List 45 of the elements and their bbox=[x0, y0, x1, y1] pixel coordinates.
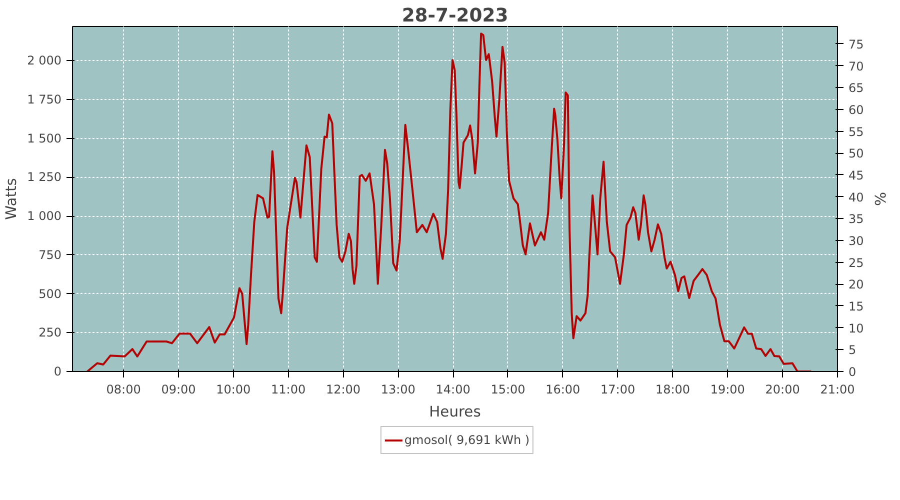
x-tick-label: 20:00 bbox=[765, 382, 800, 396]
y2-tick-label: 20 bbox=[848, 278, 864, 292]
x-tick-label: 11:00 bbox=[271, 382, 306, 396]
y2-tick-label: 45 bbox=[848, 168, 864, 182]
y2-tick-label: 75 bbox=[848, 37, 864, 52]
chart-title: 28-7-2023 bbox=[402, 6, 508, 26]
y2-tick-label: 0 bbox=[848, 365, 856, 379]
legend-label: gmosol( 9,691 kWh ) bbox=[404, 433, 530, 447]
line-series bbox=[86, 32, 812, 372]
x-tick-label: 09:00 bbox=[161, 382, 196, 396]
x-tick-label: 18:00 bbox=[655, 382, 690, 396]
x-axis-title: Heures bbox=[429, 404, 481, 420]
y-tick-label: 1 500 bbox=[27, 131, 62, 146]
x-tick-label: 14:00 bbox=[436, 382, 470, 396]
y2-tick-label: 5 bbox=[848, 343, 856, 358]
y2-tick-label: 60 bbox=[848, 102, 864, 117]
x-tick-label: 21:00 bbox=[820, 382, 855, 396]
x-tick-label: 08:00 bbox=[106, 382, 141, 396]
y-tick-label: 0 bbox=[54, 364, 62, 378]
y2-tick-label: 65 bbox=[848, 81, 864, 96]
y2-tick-label: 15 bbox=[848, 299, 864, 314]
y2-tick-label: 10 bbox=[848, 321, 864, 336]
y2-tick-label: 35 bbox=[848, 212, 864, 226]
x-tick-label: 10:00 bbox=[216, 382, 251, 396]
y2-tick-label: 50 bbox=[848, 146, 864, 161]
x-tick-label: 15:00 bbox=[490, 382, 526, 396]
y2-tick-label: 25 bbox=[848, 256, 864, 270]
x-tick-label: 17:00 bbox=[600, 382, 636, 396]
x-tick-label: 19:00 bbox=[710, 382, 745, 396]
y-tick-label: 2 000 bbox=[27, 54, 62, 68]
y-tick-label: 1 750 bbox=[27, 92, 62, 107]
y2-tick-label: 40 bbox=[848, 190, 864, 204]
y-tick-label: 1 000 bbox=[27, 209, 62, 224]
y2-tick-label: 55 bbox=[848, 124, 864, 139]
y2-axis-title: % bbox=[870, 192, 888, 206]
y-tick-label: 750 bbox=[38, 248, 62, 262]
y-tick-label: 1 250 bbox=[27, 170, 62, 184]
y2-tick-label: 30 bbox=[848, 234, 864, 248]
x-tick-label: 16:00 bbox=[546, 382, 580, 396]
y-tick-label: 500 bbox=[38, 286, 62, 301]
x-tick-label: 12:00 bbox=[326, 382, 361, 396]
y2-tick-label: 70 bbox=[848, 59, 864, 74]
y-tick-label: 250 bbox=[38, 326, 62, 340]
x-tick-label: 13:00 bbox=[380, 382, 416, 396]
y-axis-title: Watts bbox=[3, 178, 20, 220]
